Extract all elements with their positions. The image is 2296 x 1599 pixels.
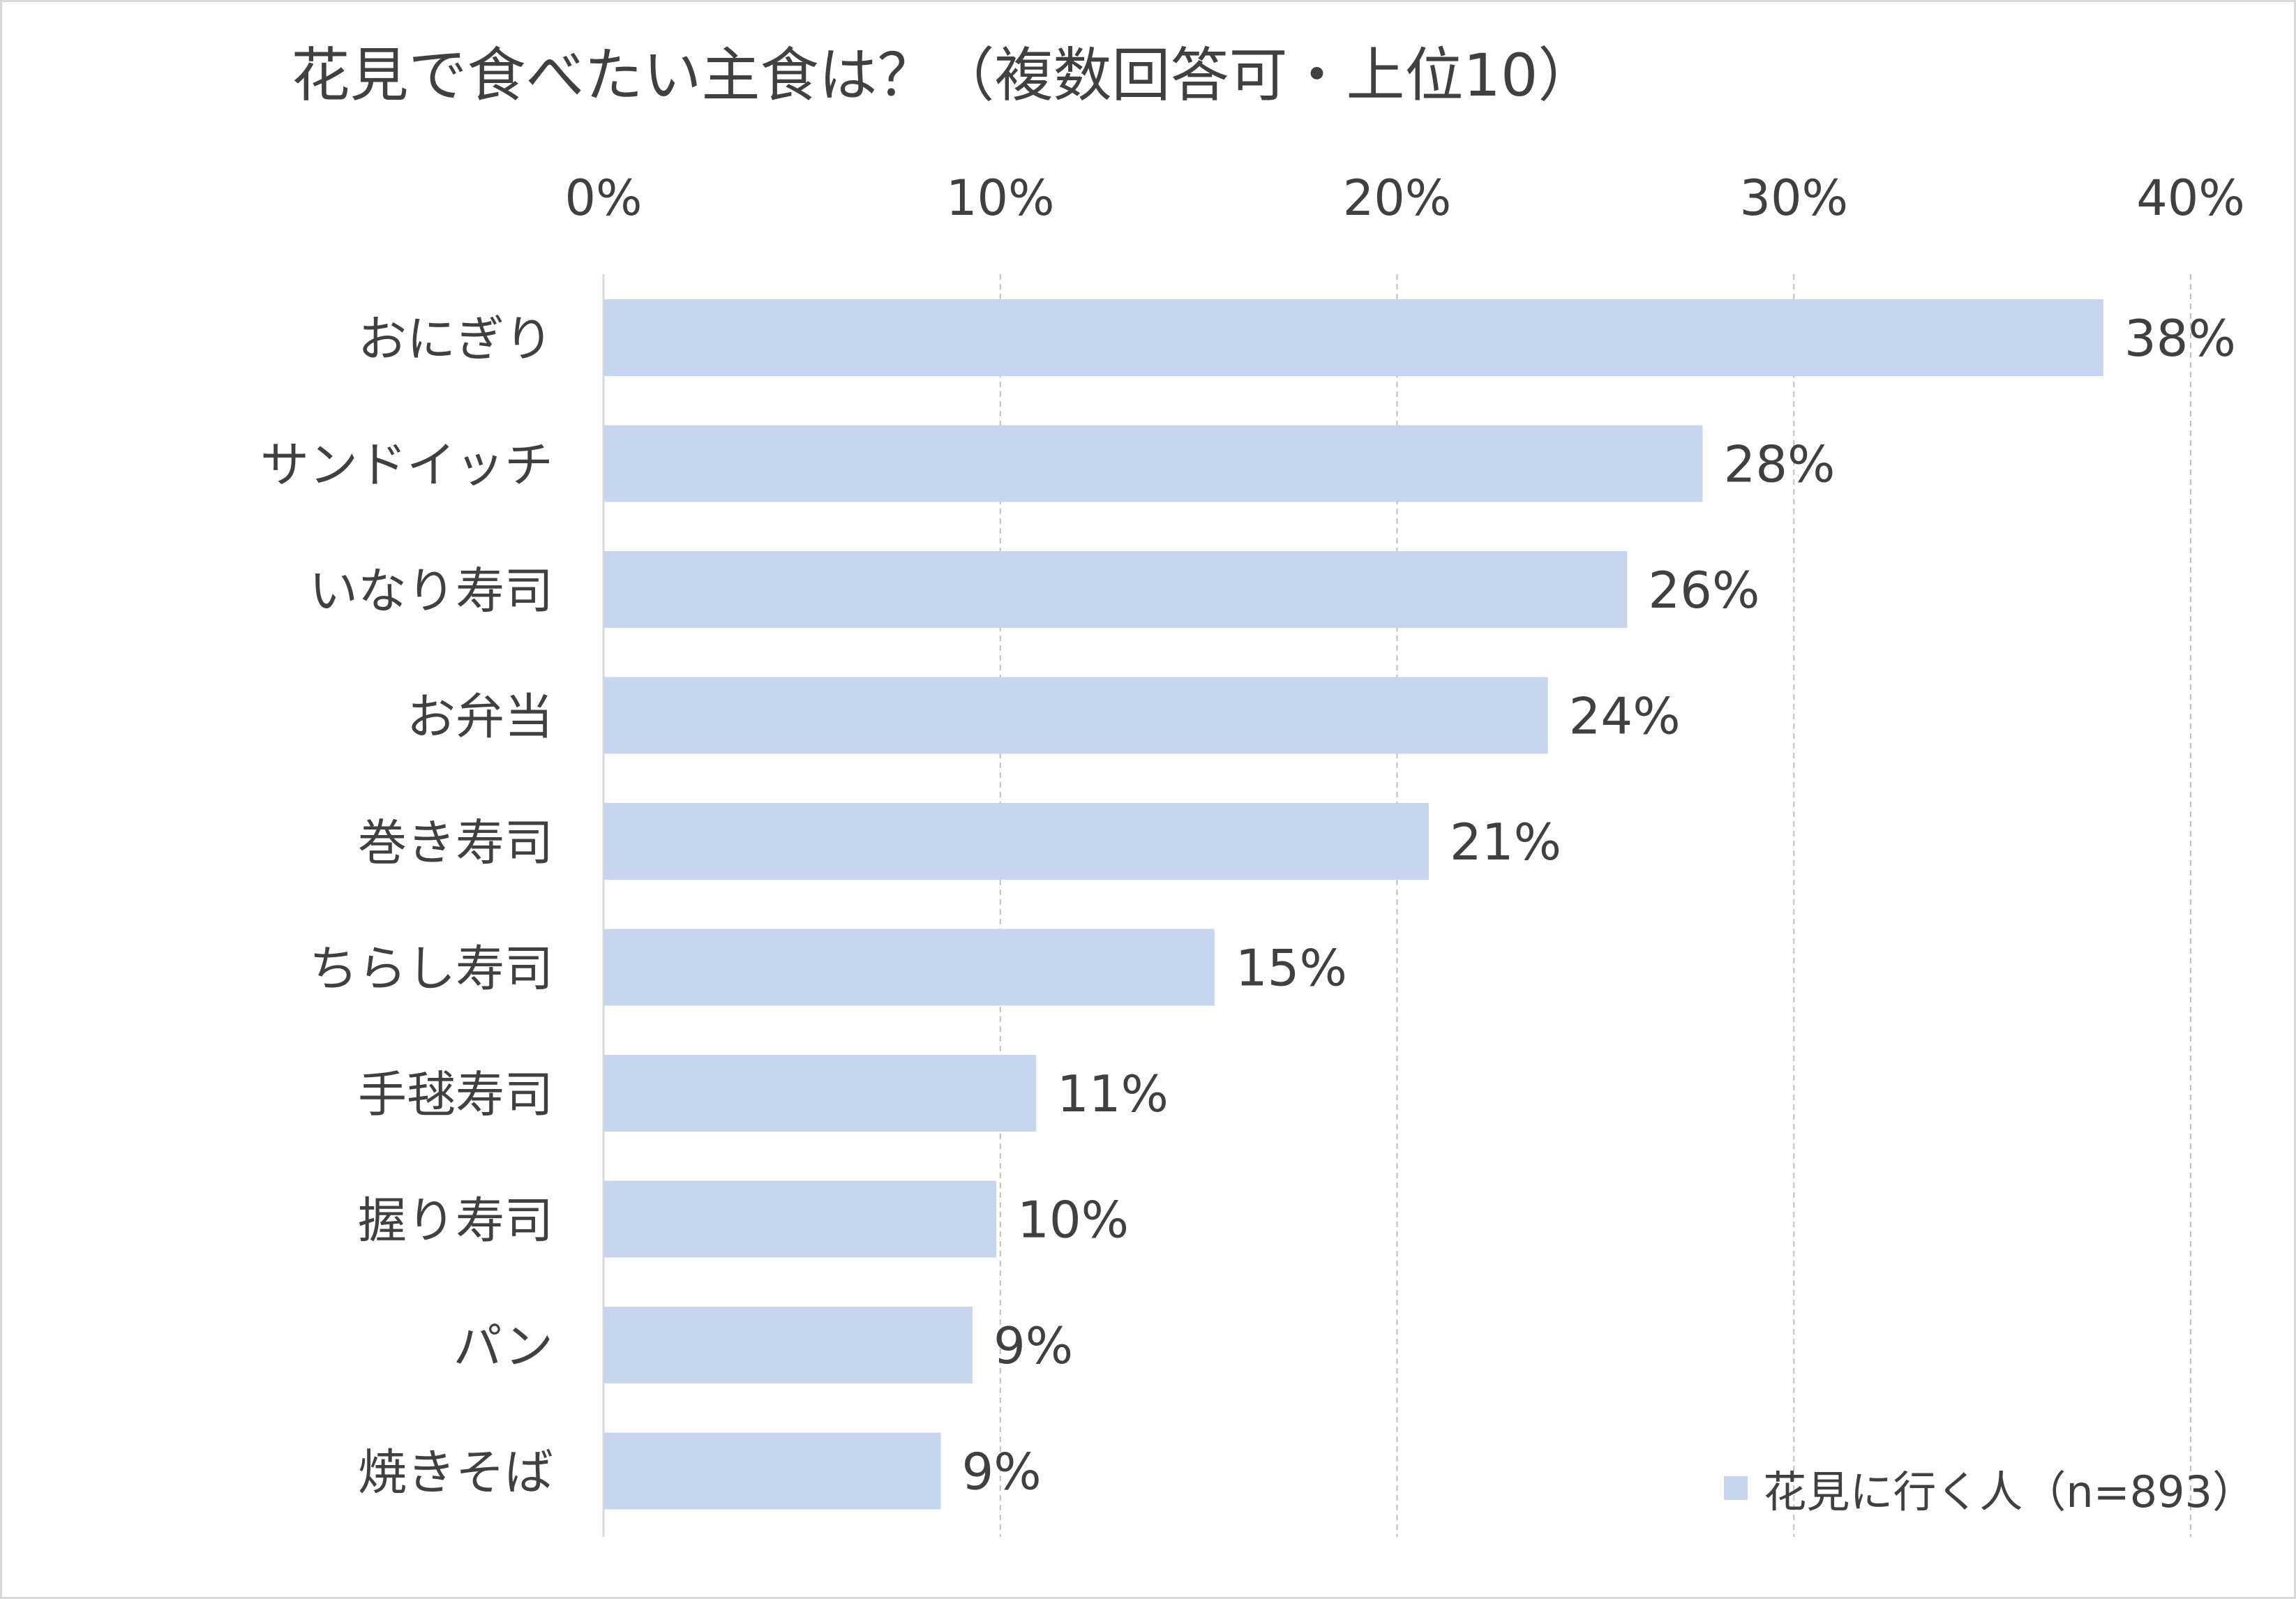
data-label: 15% — [1236, 939, 1347, 998]
bar — [603, 425, 1703, 502]
x-tick-label: 40% — [2136, 170, 2245, 227]
bar — [603, 929, 1215, 1006]
data-label: 9% — [961, 1443, 1041, 1501]
category-label: 手毬寿司 — [358, 1066, 553, 1123]
data-label: 9% — [993, 1316, 1073, 1375]
category-label: 握り寿司 — [358, 1192, 553, 1249]
bar — [603, 677, 1548, 754]
legend: 花見に行く人（n=893） — [1724, 1457, 2256, 1519]
bar — [603, 299, 2103, 376]
data-label: 38% — [2124, 309, 2236, 368]
category-label: 巻き寿司 — [358, 814, 553, 871]
chart-title: 花見で食べたい主食は？（複数回答可・上位10） — [291, 41, 1597, 110]
x-tick-label: 20% — [1343, 170, 1452, 227]
category-label: おにぎり — [358, 310, 553, 368]
category-label: サンドイッチ — [260, 437, 553, 494]
bar — [603, 1180, 997, 1258]
bar — [603, 803, 1429, 880]
x-tick-label: 10% — [946, 170, 1055, 227]
category-label: パン — [453, 1318, 554, 1375]
labels: 0% 10% 20% 30% 40% 38% おにぎり 28% サンドイッチ 26% いなり寿司 24… — [260, 170, 2245, 1501]
data-label: 26% — [1648, 561, 1759, 620]
data-label: 24% — [1569, 687, 1681, 746]
bar — [603, 1307, 973, 1383]
category-label: お弁当 — [407, 689, 553, 746]
legend-label: 花見に行く人（n=893） — [1763, 1466, 2256, 1517]
legend-swatch — [1724, 1476, 1748, 1500]
bar — [603, 1055, 1036, 1132]
category-label: 焼きそば — [358, 1444, 553, 1501]
data-label: 10% — [1017, 1191, 1129, 1249]
bar — [603, 1432, 941, 1510]
data-label: 11% — [1057, 1065, 1169, 1123]
category-label: いなり寿司 — [309, 562, 553, 620]
data-label: 21% — [1450, 813, 1561, 871]
category-label: ちらし寿司 — [309, 940, 553, 998]
x-tick-label: 30% — [1739, 170, 1848, 227]
bar — [603, 551, 1628, 628]
data-label: 28% — [1723, 435, 1835, 494]
x-tick-label: 0% — [564, 170, 642, 227]
bars — [603, 299, 2103, 1510]
